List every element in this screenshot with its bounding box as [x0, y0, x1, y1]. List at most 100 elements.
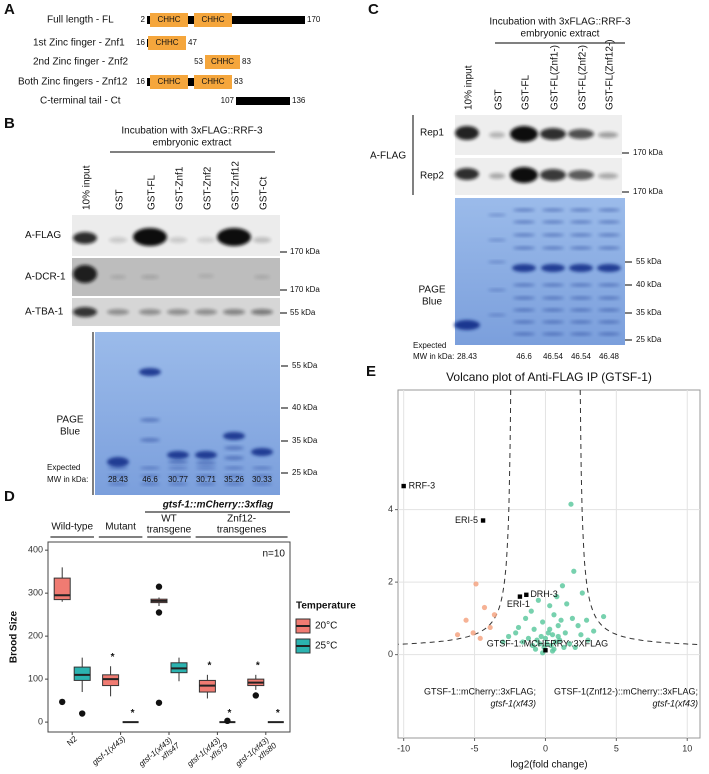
point: [566, 641, 573, 647]
blot-band: [217, 228, 251, 246]
header-title: gtsf-1::mCherry::3xflag: [162, 500, 274, 511]
end-residue: 47: [188, 38, 197, 47]
outlier: [155, 583, 163, 590]
zinc-finger-domain: [150, 75, 188, 89]
gel-band: [488, 313, 506, 317]
blot-band: [198, 274, 214, 278]
gel-band: [223, 432, 245, 440]
expected-mw: 30.77: [168, 475, 189, 484]
gel-band: [569, 264, 593, 272]
point-label: DRH-3: [530, 589, 558, 599]
marker-label: 170 kDa: [290, 247, 320, 256]
point: [540, 619, 546, 625]
zinc-finger-domain: [205, 55, 240, 69]
start-residue: 16: [136, 38, 145, 47]
point-label: RRF-3: [409, 480, 436, 490]
gel-image: [455, 198, 625, 345]
gel-band: [140, 418, 160, 422]
point: [568, 501, 574, 507]
point: [548, 642, 554, 649]
construct-name: 2nd Zinc finger - Znf2: [33, 57, 128, 68]
x-tick-label: -5: [471, 743, 479, 753]
point: [559, 583, 566, 589]
panel-label: D: [4, 488, 15, 505]
antibody-label: A-DCR-1: [25, 272, 66, 283]
outlier: [224, 717, 231, 725]
point: [561, 644, 567, 650]
point: [477, 635, 483, 641]
significance: *: [131, 708, 135, 719]
gel-band: [570, 220, 592, 224]
gel-band: [598, 332, 620, 336]
incubation-label: embryonic extract: [153, 138, 232, 149]
lane-label: 10% input: [464, 65, 475, 110]
point: [528, 608, 534, 614]
gel-band: [224, 456, 244, 460]
annotation: GTSF-1(Znf12-)::mCherry::3xFLAG;: [554, 686, 698, 696]
start-residue: 107: [221, 96, 235, 105]
gel-band: [108, 482, 128, 486]
domain-label: CHHC: [211, 57, 234, 66]
marker-label: 55 kDa: [290, 308, 316, 317]
x-axis-label: log2(fold change): [510, 760, 587, 771]
blot-band: [598, 173, 618, 179]
lane-label: GST-FL(Znf2-): [578, 45, 589, 110]
plot-background: [397, 389, 701, 739]
marker-label: 170 kDa: [633, 187, 663, 196]
point: [505, 633, 512, 640]
lane-label: GST-FL: [521, 75, 532, 110]
gel-band: [252, 474, 272, 478]
gel-band: [168, 482, 188, 486]
point: [523, 615, 529, 621]
gel-band: [570, 283, 592, 287]
gel-band: [140, 438, 160, 442]
y-tick-label: 200: [28, 631, 43, 641]
blot-band: [141, 275, 159, 279]
gel-band: [488, 260, 506, 264]
outlier: [59, 698, 66, 706]
point: [554, 594, 560, 600]
gel-band: [513, 283, 535, 287]
expected-mw: 28.43: [108, 475, 129, 484]
incubation-label: embryonic extract: [521, 29, 600, 40]
lane-label: GST-Znf1: [175, 166, 186, 210]
gel-band: [598, 208, 620, 212]
marker-label: 40 kDa: [636, 280, 662, 289]
gel-band: [542, 308, 564, 312]
marker-label: 40 kDa: [292, 403, 318, 412]
lane-label: GST: [115, 189, 126, 210]
gel-band: [488, 288, 506, 292]
gel-band: [597, 264, 621, 272]
gel-band: [513, 332, 535, 336]
start-residue: 53: [194, 57, 203, 66]
x-tick-label: gtsf-1(xf43): [90, 734, 127, 767]
zinc-finger-domain: [194, 75, 232, 89]
lane-label: GST-Znf12: [231, 161, 242, 210]
gel-band: [224, 446, 244, 450]
outlier: [155, 609, 163, 616]
point: [575, 623, 581, 629]
y-tick-label: 2: [388, 577, 393, 587]
blot-band: [109, 237, 127, 243]
point-label: ERI-5: [455, 515, 478, 525]
blot-band: [197, 237, 215, 243]
group-label: transgene: [147, 525, 192, 536]
zinc-finger-domain: [194, 13, 232, 27]
domain-label: CHHC: [157, 15, 180, 24]
gel-band: [570, 308, 592, 312]
gel-band: [542, 246, 564, 250]
gel-band: [224, 482, 244, 486]
point: [534, 637, 540, 643]
blot-image: [72, 258, 280, 296]
gel-band: [570, 320, 592, 324]
blot-band: [223, 309, 245, 315]
marker-label: 25 kDa: [636, 335, 662, 344]
gel-band: [168, 466, 188, 470]
panel-label: C: [368, 1, 379, 18]
point: [491, 612, 498, 618]
point: [537, 641, 543, 647]
gel-band: [570, 208, 592, 212]
gel-band: [542, 296, 564, 300]
